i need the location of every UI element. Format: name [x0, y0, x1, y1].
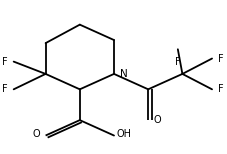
Text: OH: OH — [116, 129, 131, 139]
Text: N: N — [119, 69, 127, 79]
Text: F: F — [2, 57, 8, 67]
Text: O: O — [153, 115, 161, 125]
Text: F: F — [217, 84, 222, 94]
Text: F: F — [2, 84, 8, 94]
Text: F: F — [217, 54, 222, 63]
Text: F: F — [174, 57, 180, 67]
Text: O: O — [32, 129, 40, 139]
